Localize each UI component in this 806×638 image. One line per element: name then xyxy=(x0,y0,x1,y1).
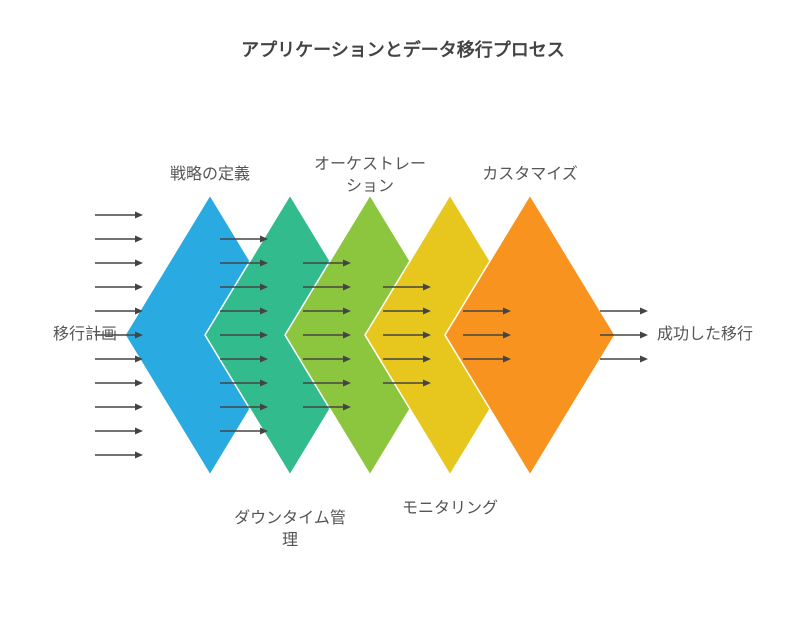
flow-arrow xyxy=(600,356,648,363)
flow-arrow xyxy=(95,212,143,219)
flow-arrow xyxy=(95,356,143,363)
label-left: 移行計画 xyxy=(45,324,125,346)
flow-arrow xyxy=(95,260,143,267)
flow-arrow xyxy=(95,428,143,435)
label-top-3: カスタマイズ xyxy=(460,164,600,186)
label-top-1: 戦略の定義 xyxy=(140,164,280,186)
flow-arrow xyxy=(95,380,143,387)
flow-arrow xyxy=(95,404,143,411)
label-top-2: オーケストレー ション xyxy=(290,154,450,197)
flow-arrow xyxy=(95,236,143,243)
flow-arrow xyxy=(95,452,143,459)
process-diagram-svg xyxy=(0,0,806,638)
label-right: 成功した移行 xyxy=(645,324,765,346)
flow-arrow xyxy=(95,308,143,315)
label-bottom-2: モニタリング xyxy=(380,498,520,520)
flow-arrow xyxy=(95,284,143,291)
label-bottom-1: ダウンタイム管 理 xyxy=(215,508,365,551)
flow-arrow xyxy=(600,308,648,315)
